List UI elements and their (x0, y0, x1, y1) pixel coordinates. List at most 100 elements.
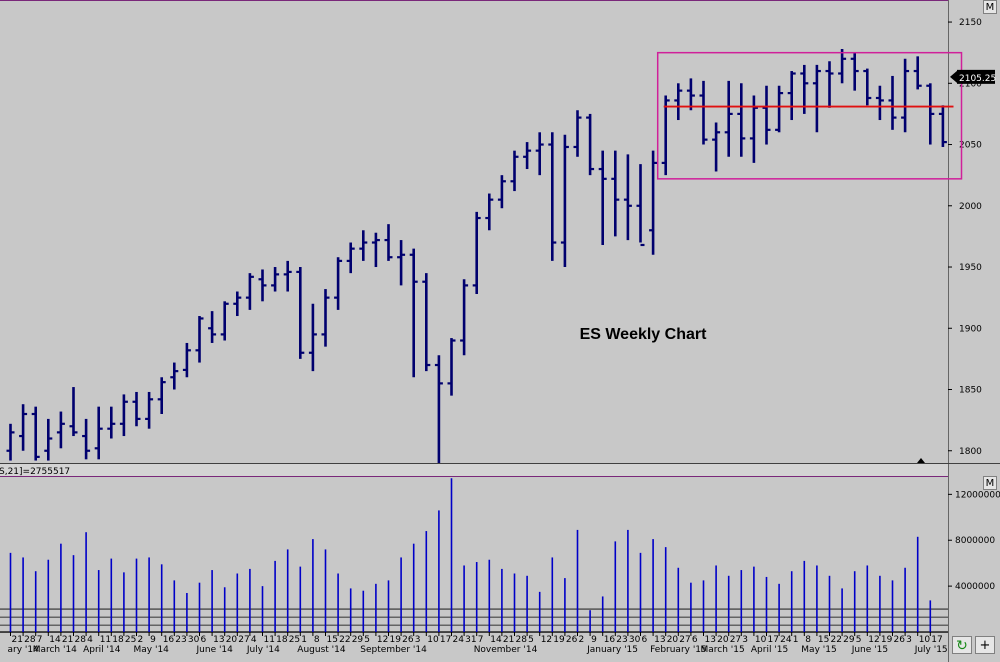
month-label: April '14 (83, 645, 121, 655)
month-label: July '15 (914, 645, 948, 655)
date-tick-label: 23 (175, 635, 186, 645)
month-label: September '14 (360, 645, 427, 655)
date-tick-label: 25 (289, 635, 300, 645)
volume-axis: 4000000 8000000 12000000 (948, 490, 1000, 592)
volume-panel[interactable] (0, 476, 948, 632)
price-tick-label: 1950 (959, 263, 982, 273)
indicator-panel-maximize-button[interactable]: M (983, 476, 997, 490)
date-tick-label: 19 (881, 635, 893, 645)
date-tick-label: 2 (579, 635, 585, 645)
date-tick-label: 19 (390, 635, 402, 645)
chart-annotation: ES Weekly Chart (580, 326, 708, 343)
month-label: April '15 (751, 645, 788, 655)
date-tick-label: 16 (604, 635, 616, 645)
month-label: March '15 (701, 645, 745, 655)
refresh-icon[interactable]: ↻ (952, 636, 972, 654)
date-tick-label: 22 (831, 635, 842, 645)
date-tick-label: 13 (213, 635, 224, 645)
volume-tick-label: 12000000 (955, 490, 1000, 500)
date-tick-label: 4 (251, 635, 257, 645)
date-tick-label: 9 (150, 635, 156, 645)
date-tick-label: 29 (843, 635, 855, 645)
price-tick-label: 1850 (959, 386, 982, 396)
price-panel[interactable] (0, 0, 948, 463)
date-tick-label: 17 (931, 635, 942, 645)
date-tick-label: 14 (490, 635, 502, 645)
date-tick-label: 30 (629, 635, 641, 645)
date-tick-label: 31 (465, 635, 476, 645)
volume-tick-label: 4000000 (955, 582, 995, 592)
date-tick-label: 7 (478, 635, 484, 645)
date-tick-label: 20 (226, 635, 238, 645)
price-tick-label: 2000 (959, 202, 982, 212)
date-tick-label: 28 (516, 635, 528, 645)
date-tick-label: 22 (339, 635, 350, 645)
date-tick-label: 3 (742, 635, 748, 645)
price-tick-label: 1900 (959, 324, 982, 334)
date-tick-label: 3 (906, 635, 912, 645)
date-tick-label: 16 (163, 635, 175, 645)
last-price-marker: 2105.25 (950, 69, 996, 84)
date-tick-label: 19 (553, 635, 565, 645)
date-tick-label: 1 (793, 635, 799, 645)
date-tick-label: 10 (427, 635, 439, 645)
price-panel-maximize-button[interactable]: M (983, 0, 997, 14)
last-price-box (957, 69, 995, 84)
volume-tick-label: 8000000 (955, 536, 995, 546)
range-overlay (656, 51, 963, 180)
date-tick-label: 30 (188, 635, 200, 645)
date-tick-label: 11 (100, 635, 111, 645)
date-tick-label: 8 (805, 635, 811, 645)
date-tick-label: 17 (440, 635, 451, 645)
date-tick-label: 20 (667, 635, 679, 645)
date-tick-label: 29 (352, 635, 364, 645)
date-tick-label: 21 (12, 635, 23, 645)
date-tick-label: 23 (616, 635, 627, 645)
date-tick-label: 18 (276, 635, 288, 645)
price-axis-arrow-icon (917, 458, 925, 463)
date-tick-label: 7 (37, 635, 43, 645)
month-label: July '14 (246, 645, 280, 655)
date-tick-label: 24 (453, 635, 465, 645)
date-tick-label: 26 (894, 635, 906, 645)
month-label: May '14 (134, 645, 170, 655)
volume-series (9, 478, 932, 632)
price-tick-label: 2150 (959, 18, 982, 28)
date-tick-label: 10 (755, 635, 767, 645)
last-price-label: 2105.25 (959, 74, 996, 84)
month-label: January '15 (586, 645, 638, 655)
price-tick-label: 2100 (959, 79, 982, 89)
date-tick-label: 17 (768, 635, 779, 645)
date-tick-label: 3 (415, 635, 421, 645)
date-tick-label: 10 (919, 635, 931, 645)
date-axis-panel (0, 632, 948, 662)
volume-baselines (0, 608, 948, 632)
date-axis: 21 28 7 14 21 28 4 11 18 25 2 9 16 23 30 6 13 20 27 4 11 18 25… (8, 632, 948, 655)
date-tick-label: 27 (730, 635, 741, 645)
date-tick-label: 1 (301, 635, 307, 645)
volume-axis-panel (948, 476, 1000, 632)
add-panel-button[interactable]: + (975, 636, 995, 654)
date-tick-label: 12 (377, 635, 388, 645)
date-tick-label: 20 (717, 635, 729, 645)
date-tick-label: 15 (818, 635, 829, 645)
indicator-label: S,21]=2755517 (0, 467, 70, 477)
date-tick-label: 25 (125, 635, 136, 645)
date-tick-label: 2 (138, 635, 144, 645)
month-label: June '14 (196, 645, 234, 655)
date-tick-label: 12 (868, 635, 879, 645)
date-tick-label: 13 (654, 635, 665, 645)
date-tick-label: 21 (62, 635, 73, 645)
date-tick-label: 5 (528, 635, 534, 645)
date-tick-label: 8 (314, 635, 320, 645)
date-tick-label: 26 (566, 635, 578, 645)
date-tick-label: 26 (402, 635, 414, 645)
price-axis: 1800 1850 1900 1950 2000 2050 2100 2150 (948, 18, 982, 457)
date-tick-label: 11 (264, 635, 275, 645)
price-tick-label: 1800 (959, 447, 982, 457)
price-tick-label: 2050 (959, 141, 982, 151)
month-label: November '14 (474, 645, 538, 655)
month-label: June '15 (851, 645, 888, 655)
date-tick-label: 12 (541, 635, 552, 645)
